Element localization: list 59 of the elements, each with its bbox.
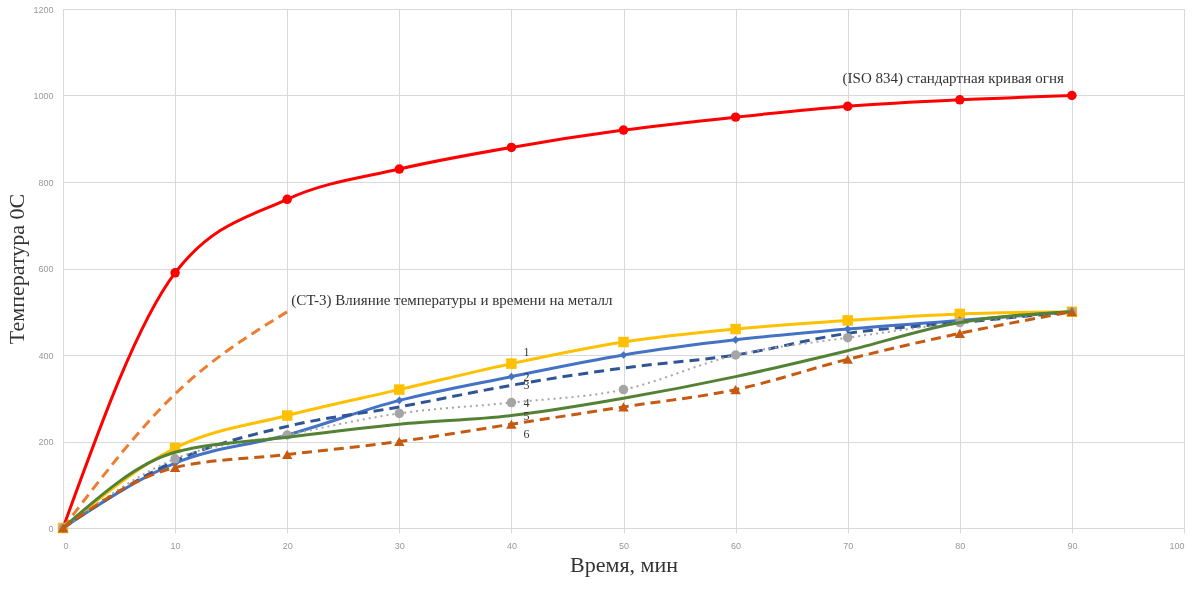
point <box>730 112 741 122</box>
point <box>954 328 966 338</box>
point <box>731 335 740 344</box>
y-tick-label: 0 <box>48 523 54 534</box>
point <box>955 95 965 105</box>
point <box>394 164 405 174</box>
series-label: 6 <box>523 427 530 442</box>
x-tick-label: 40 <box>506 540 517 551</box>
y-tick-label: 800 <box>38 177 54 188</box>
series-label: 4 <box>523 395 530 410</box>
point <box>730 350 741 360</box>
point <box>169 462 181 472</box>
point <box>170 454 180 464</box>
point <box>730 323 741 335</box>
point <box>842 354 853 364</box>
series-label: 5 <box>523 408 530 423</box>
x-tick-label: 10 <box>170 540 181 551</box>
point <box>618 402 629 412</box>
point <box>842 332 853 343</box>
point <box>618 336 629 348</box>
point <box>281 449 293 460</box>
x-axis-title: Время, мин <box>570 551 679 577</box>
point <box>282 194 292 205</box>
point <box>730 385 741 395</box>
series-label: (ISO 834) стандартная кривая огня <box>842 69 1064 87</box>
series-label: 1 <box>523 344 530 359</box>
y-axis-title: Температура 0С <box>4 193 30 345</box>
y-tick-label: 1000 <box>33 91 54 101</box>
point <box>506 397 517 408</box>
x-tick-label: 50 <box>618 540 630 551</box>
point <box>506 358 517 369</box>
y-tick-label: 1200 <box>33 4 54 15</box>
series-label: (CT-3) Влияние температуры и времени на металл <box>291 291 614 309</box>
point <box>507 372 516 381</box>
y-tick-label: 200 <box>38 437 54 447</box>
point <box>1067 90 1077 101</box>
x-tick-label: 60 <box>731 540 742 551</box>
point <box>394 384 405 395</box>
point <box>618 384 629 395</box>
y-tick-label: 400 <box>38 350 54 361</box>
point <box>618 125 629 135</box>
y-tick-label: 600 <box>38 264 54 274</box>
x-tick-label: 90 <box>1067 540 1078 551</box>
x-tick-label: 0 <box>63 540 69 551</box>
x-tick-label: 100 <box>1169 540 1185 551</box>
point <box>842 315 853 326</box>
point <box>394 436 405 447</box>
point <box>842 101 853 112</box>
x-tick-label: 70 <box>843 540 854 551</box>
x-tick-label: 30 <box>394 540 405 551</box>
point <box>506 419 517 429</box>
point <box>395 396 404 405</box>
point <box>506 142 517 153</box>
point <box>394 408 405 419</box>
point <box>170 268 180 278</box>
x-tick-label: 80 <box>955 540 966 551</box>
point <box>619 351 628 359</box>
x-tick-label: 20 <box>282 540 293 551</box>
point <box>281 410 293 421</box>
